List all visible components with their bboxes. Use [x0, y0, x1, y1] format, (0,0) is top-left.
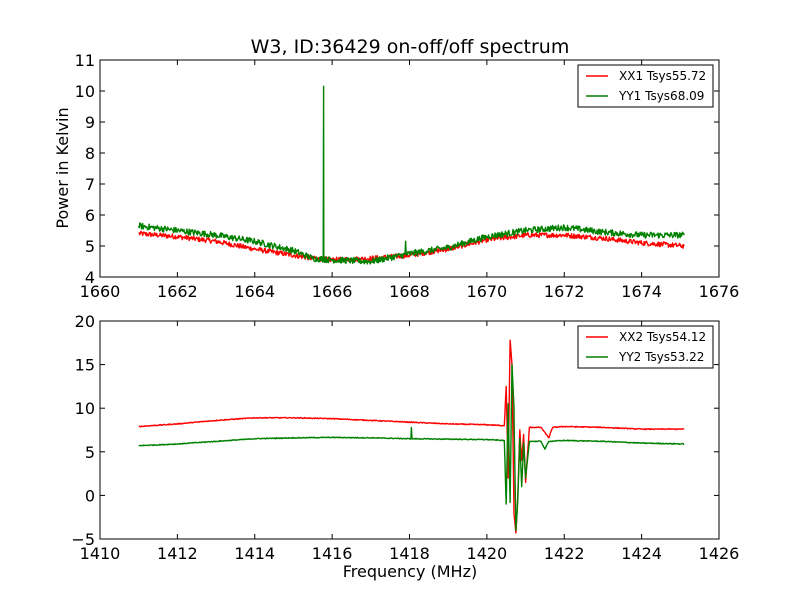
series-group	[138, 85, 685, 265]
y-tick-label: 11	[75, 51, 95, 70]
y-tick-label: 5	[85, 443, 95, 462]
series-group	[138, 339, 685, 534]
y-tick-label: 8	[85, 144, 95, 163]
y-tick-label: −5	[71, 530, 95, 549]
x-tick-label: 1674	[621, 282, 662, 301]
x-tick-label: 1668	[389, 282, 430, 301]
y-tick-label: 5	[85, 237, 95, 256]
x-tick-label: 1672	[544, 282, 585, 301]
legend: XX2 Tsys54.12 YY2 Tsys53.22	[577, 325, 714, 369]
y-tick-label: 7	[85, 175, 95, 194]
y-tick-label: 10	[75, 399, 95, 418]
legend-box	[577, 64, 714, 108]
x-tick-label: 1664	[234, 282, 275, 301]
series-line-xx1	[138, 230, 685, 263]
x-tick-label: 1412	[157, 544, 198, 563]
y-tick-label: 9	[85, 113, 95, 132]
x-tick-label: 1426	[699, 544, 740, 563]
x-tick-label: 1418	[389, 544, 430, 563]
x-tick-label: 1660	[80, 282, 121, 301]
y-tick-label: 15	[75, 356, 95, 375]
x-tick-label: 1670	[467, 282, 508, 301]
legend-label: XX1 Tsys55.72	[619, 69, 706, 83]
x-tick-label: 1420	[467, 544, 508, 563]
x-tick-label: 1414	[234, 544, 275, 563]
y-tick-label: 20	[75, 312, 95, 331]
x-tick-label: 1424	[621, 544, 662, 563]
y-axis-label-top: Power in Kelvin	[53, 107, 72, 228]
x-tick-label: 1416	[312, 544, 353, 563]
y-tick-label: 6	[85, 206, 95, 225]
y-tick-label: 10	[75, 82, 95, 101]
x-tick-label: 1666	[312, 282, 353, 301]
y-tick-label: 0	[85, 486, 95, 505]
legend: XX1 Tsys55.72 YY1 Tsys68.09	[577, 64, 714, 108]
series-line-yy1	[138, 85, 685, 265]
legend-label: YY2 Tsys53.22	[618, 350, 704, 364]
plot-bottom: 1410 1412 1414 1416 1418 1420 1422 1424 1426 −5 0 5…	[71, 312, 739, 563]
x-tick-label: 1662	[157, 282, 198, 301]
x-tick-label: 1676	[699, 282, 740, 301]
x-tick-label: 1410	[80, 544, 121, 563]
series-line-yy2	[138, 363, 685, 531]
legend-label: YY1 Tsys68.09	[618, 89, 704, 103]
plot-top: 1660 1662 1664 1666 1668 1670 1672 1674 1676 4 5 6 7…	[75, 51, 740, 301]
series-line-xx2	[138, 339, 685, 534]
legend-label: XX2 Tsys54.12	[619, 330, 706, 344]
x-axis-label-bottom: Frequency (MHz)	[343, 562, 477, 581]
legend-box	[577, 325, 714, 369]
x-tick-label: 1422	[544, 544, 585, 563]
y-tick-label: 4	[85, 268, 95, 287]
chart-title: W3, ID:36429 on-off/off spectrum	[251, 36, 570, 58]
